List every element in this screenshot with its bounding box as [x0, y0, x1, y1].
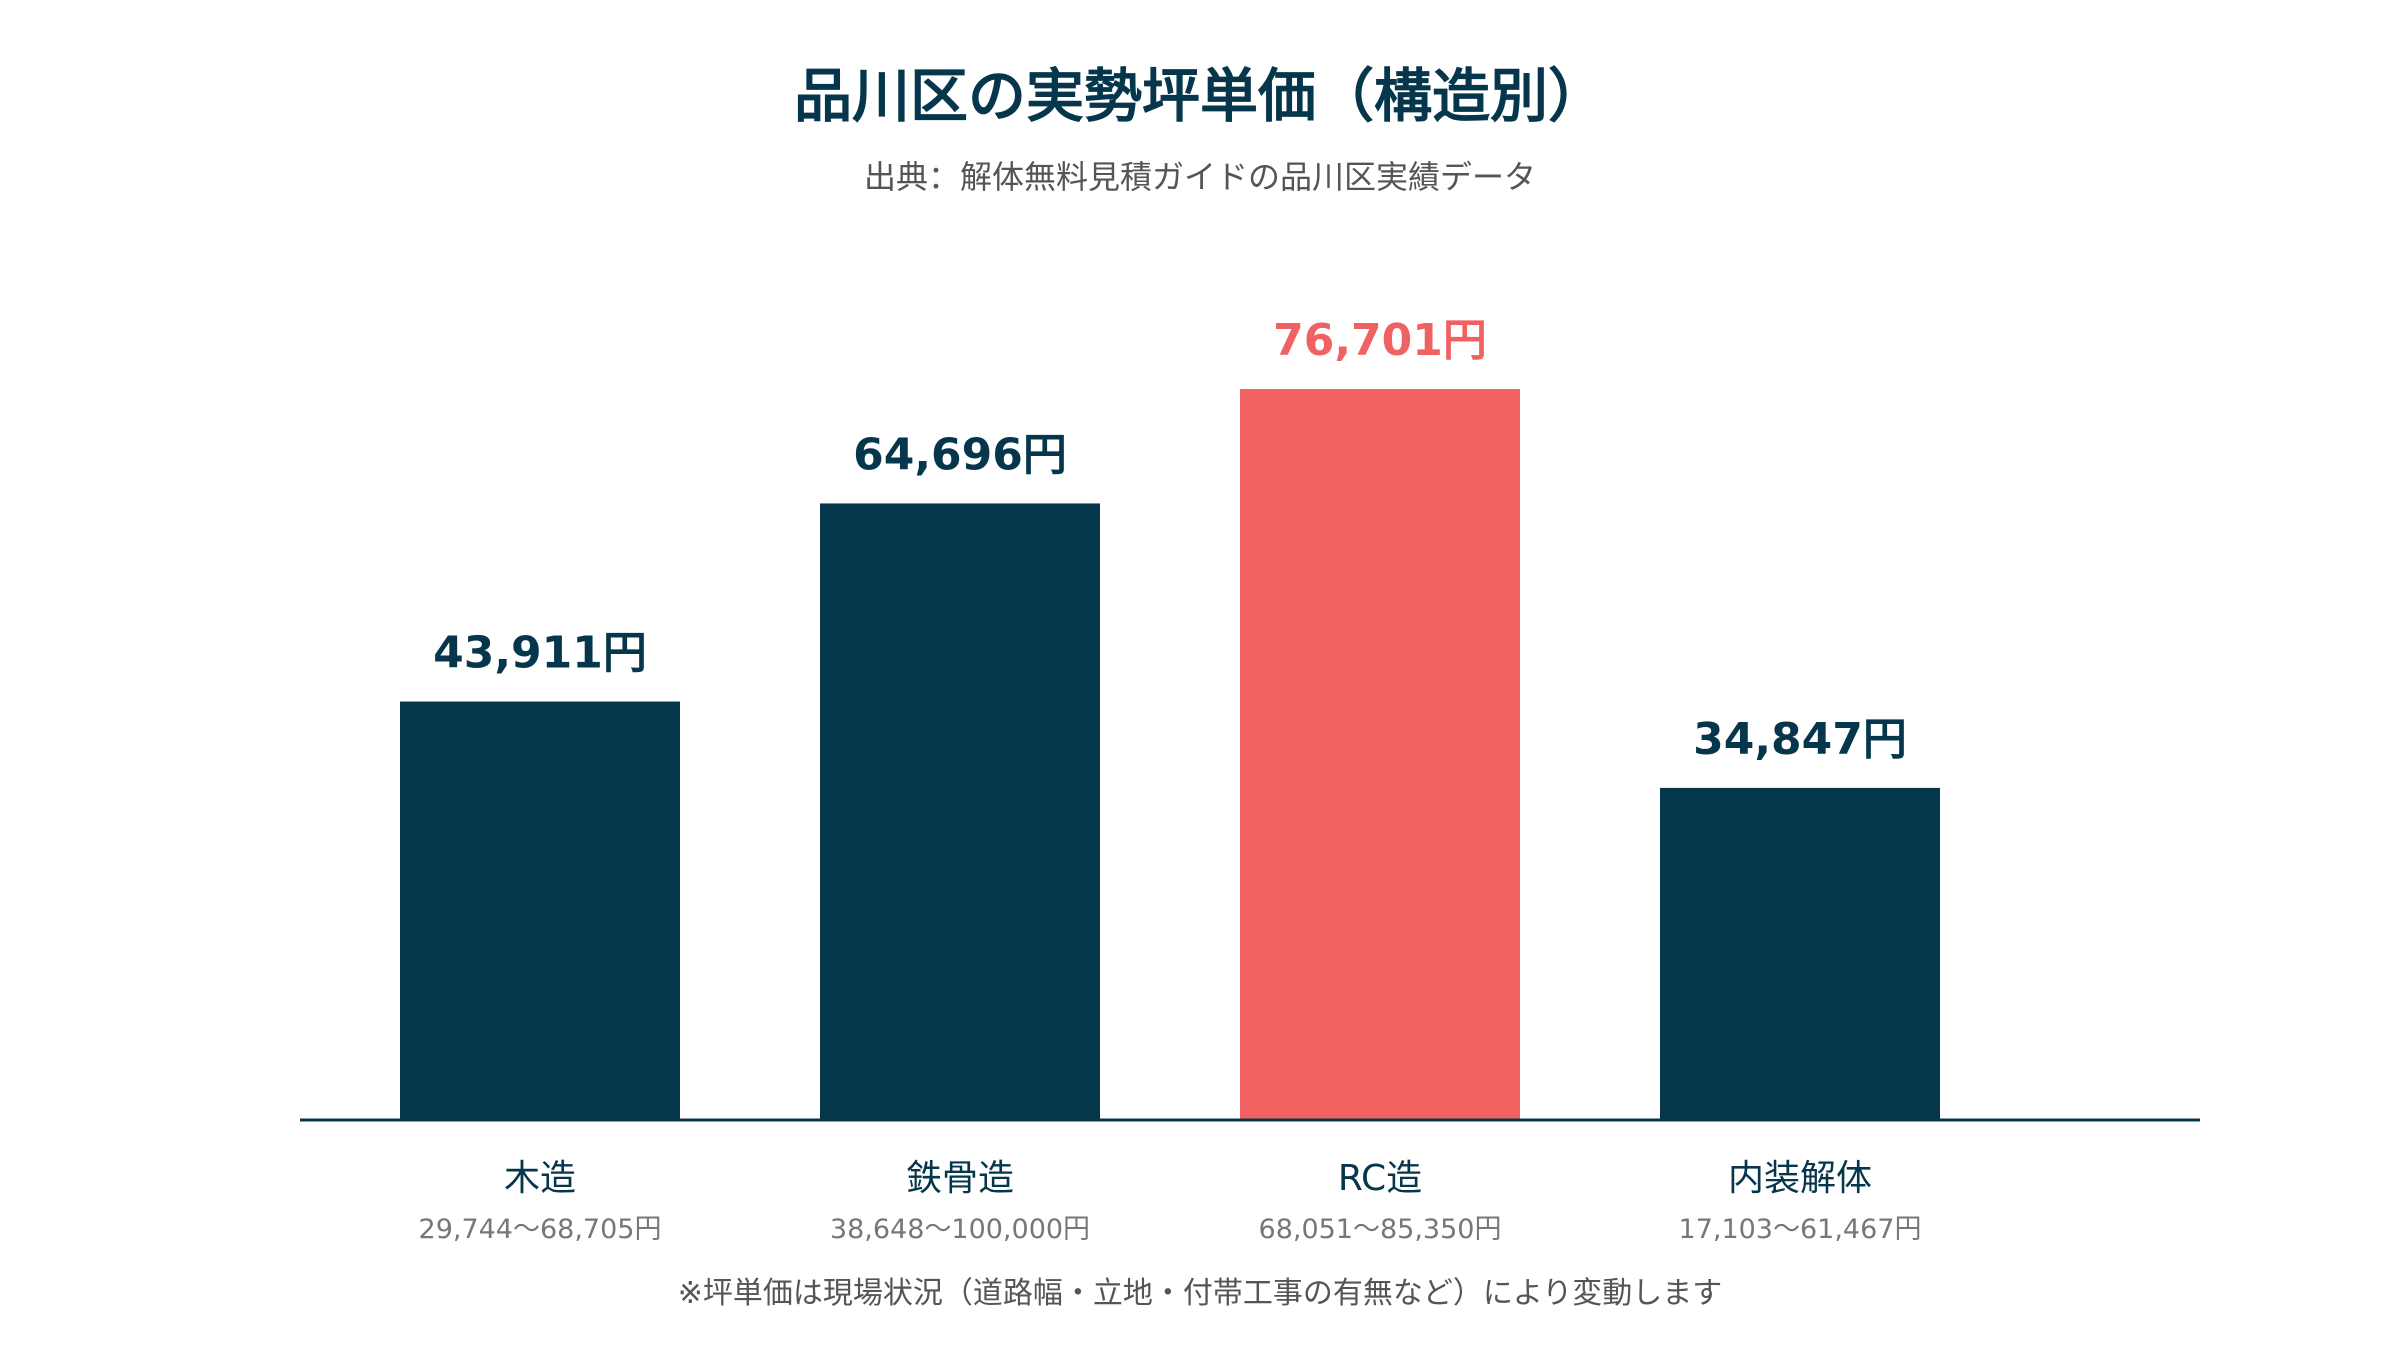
range-label-2: 68,051〜85,350円 — [1259, 1214, 1502, 1245]
value-label-3: 34,847円 — [1693, 714, 1907, 765]
chart-subtitle: 出典：解体無料見積ガイドの品川区実績データ — [863, 158, 1536, 196]
value-label-2: 76,701円 — [1273, 315, 1487, 366]
bars-layer — [400, 389, 1940, 1121]
bar-1 — [820, 503, 1100, 1120]
value-label-0: 43,911円 — [433, 628, 647, 679]
chart-title: 品川区の実勢坪単価（構造別） — [793, 62, 1606, 130]
range-label-1: 38,648〜100,000円 — [830, 1214, 1090, 1245]
bar-0 — [400, 701, 680, 1120]
range-label-3: 17,103〜61,467円 — [1679, 1214, 1922, 1245]
bar-3 — [1660, 787, 1940, 1120]
bar-2 — [1240, 389, 1520, 1121]
value-label-1: 64,696円 — [853, 429, 1067, 480]
category-label-3: 内装解体 — [1728, 1158, 1872, 1199]
category-label-1: 鉄骨造 — [906, 1158, 1014, 1199]
range-label-0: 29,744〜68,705円 — [419, 1214, 662, 1245]
category-label-2: RC造 — [1338, 1158, 1422, 1199]
category-label-0: 木造 — [504, 1158, 576, 1199]
footnote: ※坪単価は現場状況（道路幅・立地・付帯工事の有無など）により変動します — [677, 1276, 1723, 1311]
